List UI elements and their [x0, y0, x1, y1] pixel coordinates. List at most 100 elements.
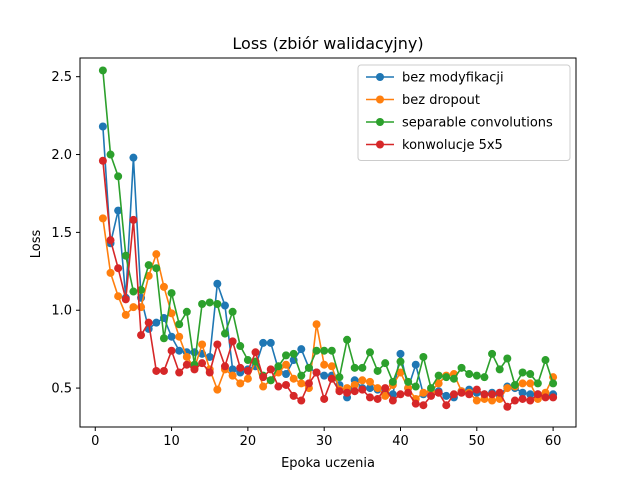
data-point: [152, 250, 161, 259]
data-point: [121, 310, 130, 319]
data-point: [533, 390, 542, 399]
data-point: [350, 363, 359, 372]
legend-label: konwolucje 5x5: [402, 138, 503, 153]
data-point: [365, 348, 374, 357]
data-point: [304, 363, 313, 372]
data-point: [510, 380, 519, 389]
data-point: [327, 362, 336, 371]
data-point: [175, 346, 184, 355]
data-point: [457, 363, 466, 372]
legend-marker: [376, 73, 384, 81]
x-tick-label: 60: [545, 434, 562, 449]
data-point: [282, 380, 291, 389]
data-point: [396, 390, 405, 399]
x-tick-label: 30: [316, 434, 333, 449]
data-point: [114, 264, 123, 273]
legend-marker: [376, 118, 384, 126]
data-point: [411, 399, 420, 408]
data-point: [533, 379, 542, 388]
data-point: [465, 370, 474, 379]
data-point: [228, 337, 237, 346]
data-point: [549, 379, 558, 388]
data-point: [503, 354, 512, 363]
data-point: [159, 366, 168, 375]
legend-label: bez modyfikacji: [402, 71, 504, 86]
legend-entry: bez modyfikacji: [366, 71, 504, 86]
data-point: [220, 362, 229, 371]
data-point: [442, 373, 451, 382]
axes: 0 10 20 30 40 50 60 0.5 1.0 1.5 2.0 2.5: [51, 57, 577, 449]
data-point: [488, 390, 497, 399]
data-point: [320, 360, 329, 369]
data-point: [335, 387, 344, 396]
data-point: [167, 309, 176, 318]
data-point: [98, 156, 107, 165]
data-point: [404, 388, 413, 397]
data-point: [419, 352, 428, 361]
data-point: [320, 346, 329, 355]
data-point: [137, 331, 146, 340]
data-point: [495, 365, 504, 374]
data-point: [98, 122, 107, 131]
data-point: [114, 172, 123, 181]
data-point: [373, 394, 382, 403]
data-point: [297, 379, 306, 388]
x-axis-label: Epoka uczenia: [281, 456, 375, 471]
data-point: [411, 360, 420, 369]
data-point: [205, 298, 214, 307]
data-point: [495, 388, 504, 397]
data-point: [549, 393, 558, 402]
data-point: [289, 374, 298, 383]
data-point: [526, 379, 535, 388]
data-point: [480, 373, 489, 382]
data-point: [282, 351, 291, 360]
data-point: [449, 374, 458, 383]
data-point: [526, 390, 535, 399]
data-point: [98, 66, 107, 75]
data-point: [312, 346, 321, 355]
data-point: [465, 390, 474, 399]
data-point: [541, 356, 550, 365]
plot-area: [98, 66, 558, 411]
plot-frame: [79, 57, 577, 428]
data-point: [266, 338, 275, 347]
data-point: [381, 359, 390, 368]
series-line: [102, 126, 554, 399]
data-point: [282, 360, 291, 369]
data-point: [182, 352, 191, 361]
data-point: [129, 215, 138, 224]
data-point: [274, 382, 283, 391]
data-point: [434, 379, 443, 388]
data-point: [510, 396, 519, 405]
data-point: [396, 357, 405, 366]
data-point: [312, 320, 321, 329]
data-point: [335, 373, 344, 382]
data-point: [114, 292, 123, 301]
data-point: [137, 285, 146, 294]
data-point: [274, 362, 283, 371]
legend-label: separable convolutions: [402, 116, 553, 131]
data-point: [198, 340, 207, 349]
data-point: [488, 396, 497, 405]
data-point: [388, 396, 397, 405]
data-point: [404, 377, 413, 386]
data-point: [167, 289, 176, 298]
data-point: [129, 287, 138, 296]
data-point: [152, 264, 161, 273]
data-point: [312, 368, 321, 377]
data-point: [518, 368, 527, 377]
x-tick-label: 0: [91, 434, 99, 449]
data-point: [121, 251, 130, 260]
data-point: [129, 303, 138, 312]
data-point: [488, 349, 497, 358]
data-point: [419, 388, 428, 397]
data-point: [243, 374, 252, 383]
y-tick-label: 2.0: [51, 148, 72, 163]
data-point: [198, 359, 207, 368]
data-point: [442, 401, 451, 410]
data-point: [167, 332, 176, 341]
data-point: [472, 385, 481, 394]
data-point: [449, 390, 458, 399]
data-point: [198, 300, 207, 308]
